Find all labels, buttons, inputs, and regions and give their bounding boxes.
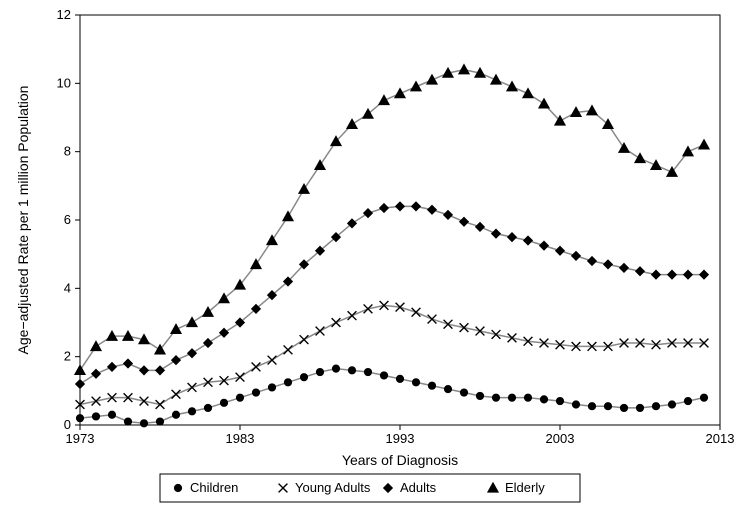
series-young-adults (76, 301, 709, 409)
y-tick-label: 2 (64, 349, 71, 364)
series-adults (76, 202, 709, 388)
legend-label: Children (190, 480, 238, 495)
x-tick-label: 2013 (706, 431, 735, 446)
y-tick-label: 6 (64, 212, 71, 227)
x-tick-label: 2003 (546, 431, 575, 446)
x-tick-label: 1983 (226, 431, 255, 446)
y-axis-label: Age−adjusted Rate per 1 million Populati… (15, 86, 31, 355)
series-children (76, 365, 707, 427)
x-tick-label: 1973 (66, 431, 95, 446)
x-axis-label: Years of Diagnosis (342, 452, 458, 468)
legend-label: Adults (400, 480, 437, 495)
y-tick-label: 4 (64, 280, 71, 295)
y-tick-label: 8 (64, 144, 71, 159)
legend-label: Elderly (505, 480, 545, 495)
series-elderly (75, 64, 709, 374)
legend-label: Young Adults (295, 480, 371, 495)
line-chart: 0 2 4 6 8 10 12 1973 1983 1993 2003 2013 Age−adjuste… (0, 0, 742, 514)
y-tick-label: 0 (64, 417, 71, 432)
y-tick-label: 12 (57, 7, 71, 22)
legend: Children Young Adults Adults Elderly (160, 474, 580, 502)
x-tick-label: 1993 (386, 431, 415, 446)
y-tick-label: 10 (57, 75, 71, 90)
chart-container: 0 2 4 6 8 10 12 1973 1983 1993 2003 2013 Age−adjuste… (0, 0, 742, 514)
